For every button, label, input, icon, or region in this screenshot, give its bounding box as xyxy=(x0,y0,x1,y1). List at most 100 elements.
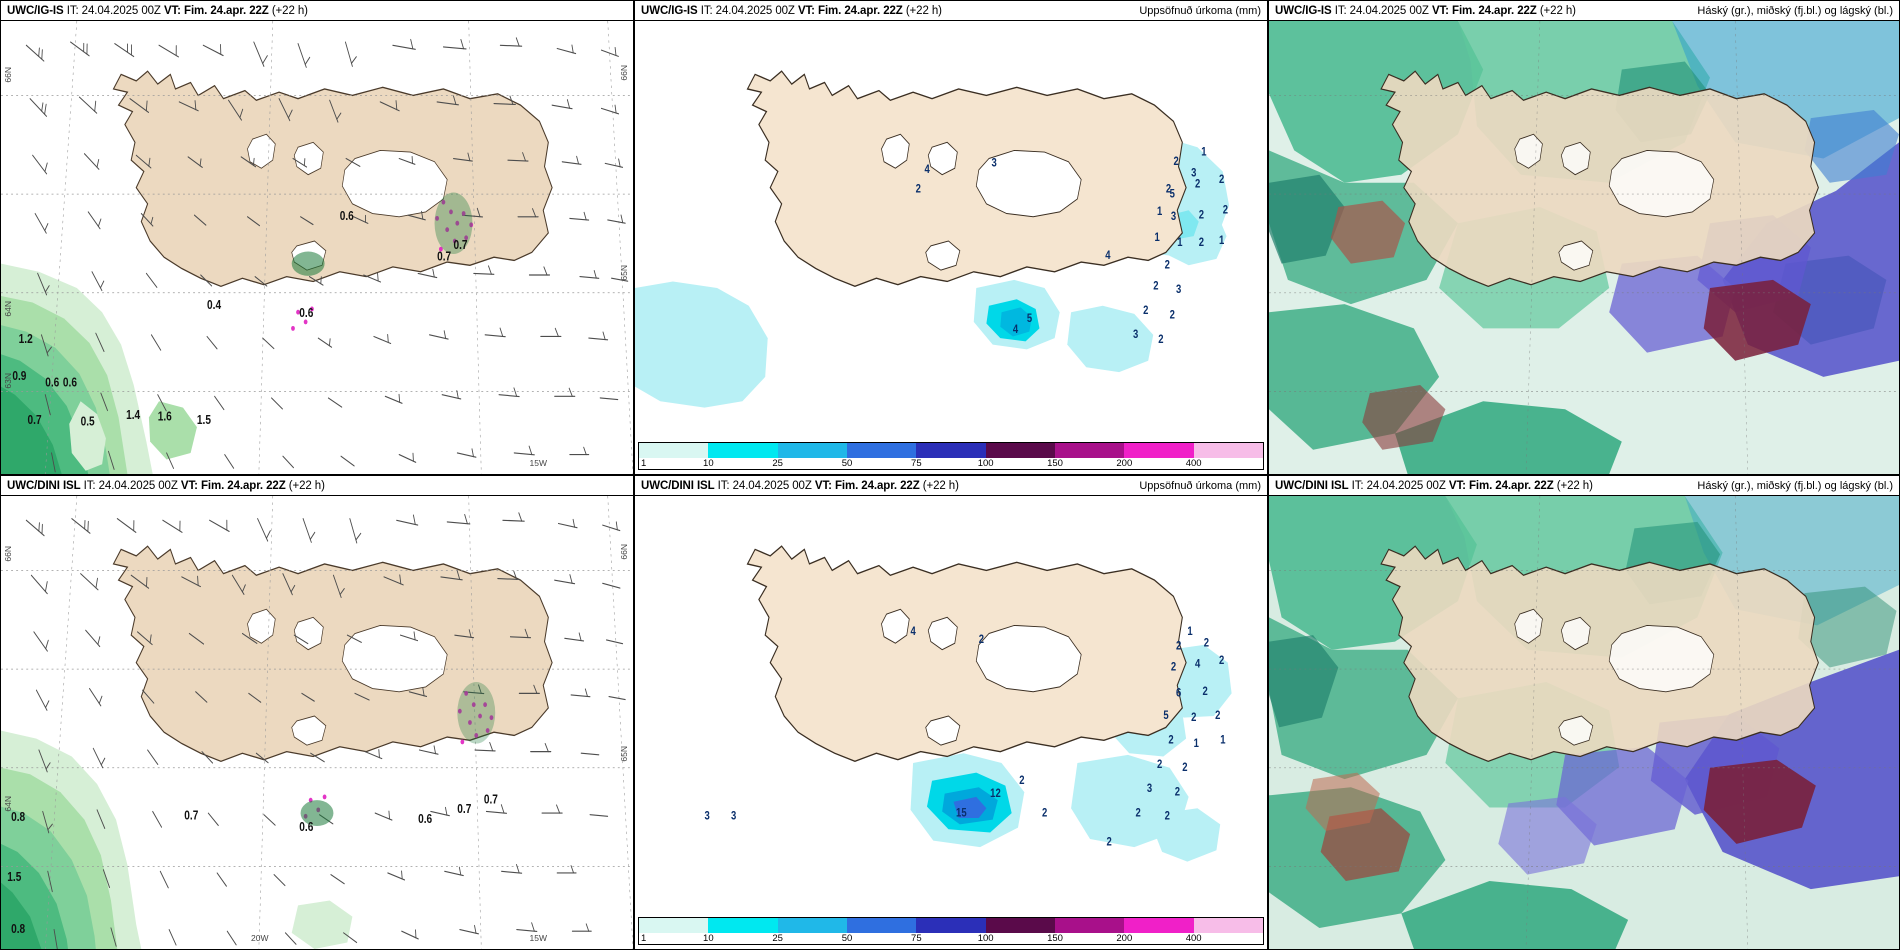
panel-top-middle[interactable]: UWC/IG-IS IT: 24.04.2025 00Z VT: Fim. 24… xyxy=(634,0,1268,475)
svg-text:2: 2 xyxy=(1106,835,1111,848)
panel-title: UWC/IG-IS IT: 24.04.2025 00Z VT: Fim. 24… xyxy=(641,5,942,17)
cloud-cover-map[interactable] xyxy=(1269,496,1899,949)
colorbar-tick-200: 200 xyxy=(1116,933,1133,944)
svg-text:0.6: 0.6 xyxy=(63,375,78,389)
map-canvas[interactable] xyxy=(1269,496,1899,949)
colorbar-tick-400: 400 xyxy=(1185,458,1202,469)
model-name: UWC/IG-IS xyxy=(1275,4,1332,17)
colorbar-ticks: 1 10 25 50 75 100 150 200 400 xyxy=(639,933,1263,945)
svg-text:2: 2 xyxy=(1195,178,1200,191)
init-label: IT: xyxy=(717,479,730,492)
svg-text:1: 1 xyxy=(1177,236,1182,249)
graticule xyxy=(1,21,633,474)
map-canvas[interactable]: 0.8 1.5 0.8 0.7 0.7 0.7 0.6 0.6 66N 64N … xyxy=(1,496,633,949)
init-time: 24.04.2025 00Z xyxy=(1366,479,1446,492)
panel-bottom-middle[interactable]: UWC/DINI ISL IT: 24.04.2025 00Z VT: Fim.… xyxy=(634,475,1268,950)
svg-text:1.2: 1.2 xyxy=(19,332,33,346)
svg-text:2: 2 xyxy=(1136,806,1141,819)
iceland-landmass xyxy=(746,545,1187,763)
panel-top-right[interactable]: UWC/IG-IS IT: 24.04.2025 00Z VT: Fim. 24… xyxy=(1268,0,1900,475)
svg-text:2: 2 xyxy=(1182,761,1187,774)
svg-text:1.5: 1.5 xyxy=(7,870,22,884)
valid-label: VT: xyxy=(180,479,198,492)
svg-text:1.6: 1.6 xyxy=(158,409,173,423)
lon-tick-15w: 15W xyxy=(529,458,547,468)
svg-text:15: 15 xyxy=(956,806,967,819)
lead-time: (+22 h) xyxy=(288,479,325,492)
graticule xyxy=(1,496,633,949)
precip-marker-group xyxy=(300,682,496,827)
cloud-mid-layer xyxy=(1305,759,1816,882)
svg-text:2: 2 xyxy=(1171,661,1176,674)
svg-text:5: 5 xyxy=(1163,709,1168,722)
svg-text:2: 2 xyxy=(1219,173,1224,186)
svg-text:0.6: 0.6 xyxy=(45,375,60,389)
colorbar-swatch-1 xyxy=(639,918,709,933)
model-name: UWC/IG-IS xyxy=(641,4,698,17)
svg-text:2: 2 xyxy=(1042,806,1047,819)
precip-marker-group xyxy=(291,192,474,331)
lead-time: (+22 h) xyxy=(271,4,308,17)
valid-label: VT: xyxy=(1431,4,1449,17)
colorbar-swatch-200 xyxy=(1124,443,1194,458)
svg-text:2: 2 xyxy=(1166,182,1171,195)
svg-text:0.4: 0.4 xyxy=(207,298,222,312)
lat-tick-64n: 64N xyxy=(3,796,13,812)
init-label: IT: xyxy=(66,4,79,17)
precipitation-colorbar[interactable]: 1 10 25 50 75 100 150 200 400 xyxy=(638,442,1264,470)
svg-text:2: 2 xyxy=(1176,640,1181,653)
contour-label-group: 1.2 0.9 0.6 0.6 0.7 0.5 1.4 1.6 1.5 0.4 … xyxy=(12,209,467,429)
colorbar-tick-75: 75 xyxy=(911,933,922,944)
valid-time: Fim. 24.apr. 22Z xyxy=(1468,479,1554,492)
precipitation-colorbar[interactable]: 1 10 25 50 75 100 150 200 400 xyxy=(638,917,1264,945)
svg-text:2: 2 xyxy=(1165,259,1170,272)
colorbar-tick-25: 25 xyxy=(772,933,783,944)
wind-barb-map[interactable]: 0.8 1.5 0.8 0.7 0.7 0.7 0.6 0.6 xyxy=(1,496,633,949)
map-canvas[interactable] xyxy=(1269,21,1899,474)
svg-text:2: 2 xyxy=(1165,810,1170,823)
valid-label: VT: xyxy=(797,4,815,17)
model-name: UWC/DINI ISL xyxy=(1275,479,1349,492)
svg-text:3: 3 xyxy=(1176,283,1181,296)
cloud-cover-map[interactable] xyxy=(1269,21,1899,474)
panel-bottom-left[interactable]: UWC/DINI ISL IT: 24.04.2025 00Z VT: Fim.… xyxy=(0,475,634,950)
map-canvas[interactable]: 1.2 0.9 0.6 0.6 0.7 0.5 1.4 1.6 1.5 0.4 … xyxy=(1,21,633,474)
panel-bottom-right[interactable]: UWC/DINI ISL IT: 24.04.2025 00Z VT: Fim.… xyxy=(1268,475,1900,950)
wind-barb-map[interactable]: 1.2 0.9 0.6 0.6 0.7 0.5 1.4 1.6 1.5 0.4 … xyxy=(1,21,633,474)
panel-row-bottom: UWC/DINI ISL IT: 24.04.2025 00Z VT: Fim.… xyxy=(0,475,1900,950)
svg-text:0.7: 0.7 xyxy=(484,792,498,806)
colorbar-swatch-25 xyxy=(777,918,847,933)
init-label: IT: xyxy=(1351,479,1364,492)
colorbar-tick-100: 100 xyxy=(977,933,994,944)
colorbar-swatch-75 xyxy=(916,918,986,933)
lon-tick-15w: 15W xyxy=(529,933,547,943)
panel-header: UWC/IG-IS IT: 24.04.2025 00Z VT: Fim. 24… xyxy=(1269,1,1899,21)
svg-text:2: 2 xyxy=(1170,309,1175,322)
svg-text:1: 1 xyxy=(1187,625,1192,638)
panel-title: UWC/IG-IS IT: 24.04.2025 00Z VT: Fim. 24… xyxy=(7,5,308,17)
colorbar-tick-200: 200 xyxy=(1116,458,1133,469)
panel-title: UWC/DINI ISL IT: 24.04.2025 00Z VT: Fim.… xyxy=(641,480,959,492)
svg-text:0.6: 0.6 xyxy=(299,820,314,834)
svg-text:0.6: 0.6 xyxy=(340,209,355,223)
precip-contour-group xyxy=(1,730,353,949)
init-label: IT: xyxy=(83,479,96,492)
svg-text:2: 2 xyxy=(1157,758,1162,771)
svg-text:3: 3 xyxy=(1133,328,1138,341)
colorbar-swatch-200 xyxy=(1124,918,1194,933)
init-time: 24.04.2025 00Z xyxy=(81,4,161,17)
colorbar-swatch-150 xyxy=(1054,918,1125,933)
valid-label: VT: xyxy=(1448,479,1466,492)
svg-text:2: 2 xyxy=(1223,203,1228,216)
panel-top-left[interactable]: UWC/IG-IS IT: 24.04.2025 00Z VT: Fim. 24… xyxy=(0,0,634,475)
svg-text:0.6: 0.6 xyxy=(299,306,314,320)
model-name: UWC/DINI ISL xyxy=(641,479,715,492)
colorbar-tick-10: 10 xyxy=(703,458,714,469)
lat-tick-66n-right: 66N xyxy=(619,65,629,81)
colorbar-tick-100: 100 xyxy=(977,458,994,469)
colorbar-swatches xyxy=(639,443,1263,458)
